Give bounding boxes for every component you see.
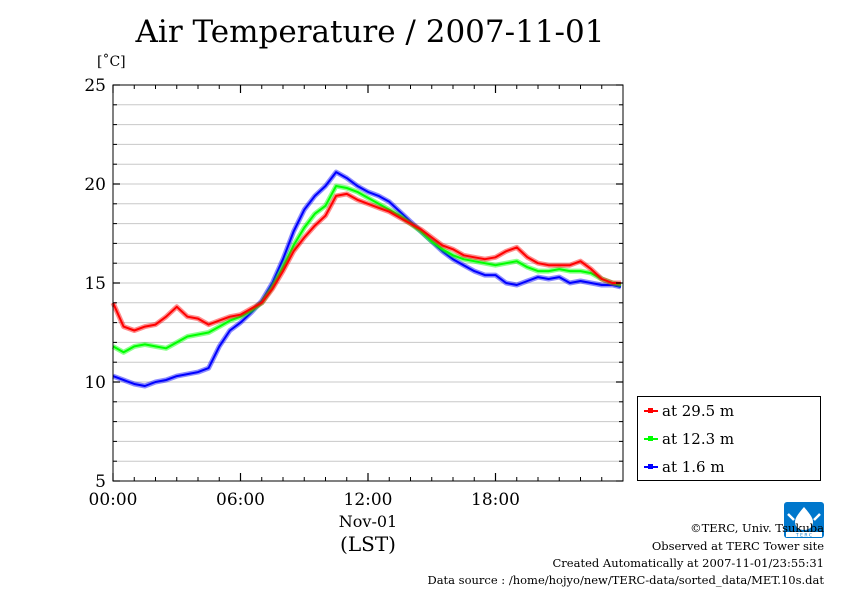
y-tick-label: 5 — [95, 472, 106, 492]
credit-source: Data source : /home/hojyo/new/TERC-data/… — [427, 573, 824, 587]
series-line — [112, 192, 621, 332]
x-tick-label: 12:00 — [344, 490, 393, 510]
legend: at 29.5 m at 12.3 m at 1.6 m — [637, 396, 821, 481]
credit-site: Observed at TERC Tower site — [651, 539, 824, 553]
x-axis-label: (LST) — [340, 532, 396, 556]
legend-item-29-5m: at 29.5 m — [644, 401, 734, 421]
series-line-halo — [111, 183, 622, 355]
y-tick-label: 25 — [84, 76, 106, 96]
legend-label: at 12.3 m — [662, 430, 735, 448]
terc-logo-icon: T E R C — [784, 502, 824, 538]
series-line — [112, 185, 622, 354]
series-lines — [110, 169, 622, 389]
legend-swatch-red — [644, 404, 658, 418]
legend-item-1-6m: at 1.6 m — [644, 457, 725, 477]
axis-ticks: 5 10 15 20 25 00:00 06:00 12:00 18:00 — [84, 76, 623, 510]
chart-title: Air Temperature / 2007-11-01 — [135, 14, 605, 50]
credit-created: Created Automatically at 2007-11-01/23:5… — [552, 556, 825, 570]
y-tick-label: 10 — [84, 373, 106, 393]
series-line-halo — [110, 191, 621, 333]
credit-copyright: ©TERC, Univ. Tsukuba — [690, 521, 824, 535]
y-axis-unit: [˚C] — [97, 54, 126, 70]
y-tick-label: 20 — [84, 175, 106, 195]
grid-lines — [113, 104, 623, 462]
x-axis-date-label: Nov-01 — [338, 512, 398, 531]
y-tick-label: 15 — [84, 274, 106, 294]
series-line — [112, 171, 622, 387]
legend-swatch-green — [644, 432, 658, 446]
legend-label: at 29.5 m — [662, 402, 735, 420]
x-tick-label: 00:00 — [89, 490, 138, 510]
x-tick-label: 18:00 — [471, 490, 520, 510]
legend-swatch-blue — [644, 460, 658, 474]
legend-label: at 1.6 m — [662, 458, 725, 476]
svg-text:T E R C: T E R C — [795, 532, 812, 538]
x-tick-label: 06:00 — [216, 490, 265, 510]
legend-item-12-3m: at 12.3 m — [644, 429, 734, 449]
